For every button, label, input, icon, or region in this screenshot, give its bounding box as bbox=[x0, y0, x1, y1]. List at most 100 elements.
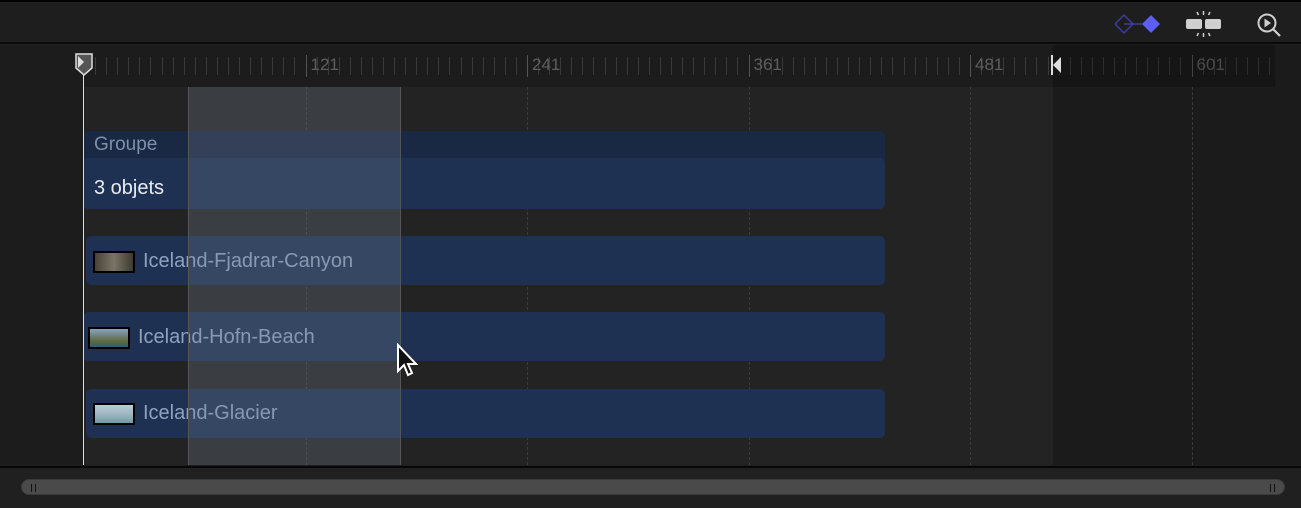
thumbnail-glacier bbox=[93, 403, 135, 425]
ruler-label: 481 bbox=[975, 55, 1004, 74]
ruler-minor-tick bbox=[471, 57, 473, 75]
ruler-minor-tick bbox=[360, 57, 362, 75]
ruler-minor-tick bbox=[139, 57, 141, 75]
layer-name: Iceland-Hofn-Beach bbox=[138, 326, 315, 348]
ruler-minor-tick bbox=[1169, 57, 1171, 75]
group-count: 3 objets bbox=[94, 177, 165, 199]
ruler-minor-tick bbox=[1180, 57, 1182, 75]
ruler-minor-tick bbox=[881, 57, 883, 75]
ruler-minor-tick bbox=[936, 57, 938, 75]
ruler-minor-tick bbox=[981, 57, 983, 75]
ruler-minor-tick bbox=[1257, 57, 1259, 75]
ruler-minor-tick bbox=[582, 57, 584, 75]
ruler-minor-tick bbox=[593, 57, 595, 75]
ruler-minor-tick bbox=[538, 57, 540, 75]
ruler-minor-tick bbox=[1147, 57, 1149, 75]
group-clip[interactable] bbox=[83, 158, 885, 209]
ruler-label: 361 bbox=[753, 55, 782, 74]
ruler-minor-tick bbox=[515, 57, 517, 75]
ruler-minor-tick bbox=[571, 57, 573, 75]
ruler-major-tick bbox=[1191, 55, 1193, 77]
ruler-minor-tick bbox=[826, 57, 828, 75]
grid-line bbox=[1191, 87, 1193, 465]
ruler-minor-tick bbox=[1102, 57, 1104, 75]
keyframe-diamond-icon[interactable] bbox=[1114, 12, 1162, 36]
scroll-left-handle[interactable] bbox=[31, 484, 36, 492]
ruler-minor-tick bbox=[205, 57, 207, 75]
ruler-minor-tick bbox=[250, 57, 252, 75]
ruler-minor-tick bbox=[914, 57, 916, 75]
ruler-minor-tick bbox=[958, 57, 960, 75]
right-edge bbox=[1275, 45, 1301, 465]
post-out-region bbox=[1053, 45, 1275, 465]
ruler-minor-tick bbox=[1014, 57, 1016, 75]
layer-clip-glacier[interactable] bbox=[86, 389, 885, 438]
ruler-minor-tick bbox=[427, 57, 429, 75]
ruler-label: 601 bbox=[1196, 55, 1225, 74]
layer-clip-hofn-beach[interactable] bbox=[83, 312, 885, 361]
ruler-minor-tick bbox=[194, 57, 196, 75]
ruler-minor-tick bbox=[1003, 57, 1005, 75]
ruler-minor-tick bbox=[560, 57, 562, 75]
out-point-marker-icon[interactable] bbox=[1049, 54, 1063, 76]
ruler-minor-tick bbox=[183, 57, 185, 75]
ruler-minor-tick bbox=[1269, 57, 1271, 75]
ruler-minor-tick bbox=[371, 57, 373, 75]
ruler-minor-tick bbox=[737, 57, 739, 75]
ruler-minor-tick bbox=[1113, 57, 1115, 75]
ruler-minor-tick bbox=[693, 57, 695, 75]
layer-clip-fjadrar-canyon[interactable] bbox=[86, 236, 885, 285]
ruler-minor-tick bbox=[1069, 57, 1071, 75]
snapping-icon[interactable] bbox=[1185, 10, 1223, 38]
ruler-minor-tick bbox=[859, 57, 861, 75]
ruler-minor-tick bbox=[659, 57, 661, 75]
ruler-minor-tick bbox=[1246, 57, 1248, 75]
timeline-ruler[interactable]: 121 241 361 481 601 bbox=[0, 45, 1301, 87]
ruler-minor-tick bbox=[1080, 57, 1082, 75]
grid-line bbox=[970, 87, 971, 465]
ruler-minor-tick bbox=[814, 57, 816, 75]
ruler-minor-tick bbox=[327, 57, 329, 75]
group-header-bar[interactable] bbox=[83, 131, 885, 161]
zoom-to-playhead-icon[interactable] bbox=[1256, 12, 1284, 40]
ruler-major-tick bbox=[305, 55, 307, 77]
ruler-minor-tick bbox=[837, 57, 839, 75]
ruler-label: 121 bbox=[310, 55, 339, 74]
toolbar bbox=[0, 0, 1301, 44]
ruler-minor-tick bbox=[615, 57, 617, 75]
ruler-minor-tick bbox=[792, 57, 794, 75]
ruler-major-tick bbox=[527, 55, 528, 77]
ruler-minor-tick bbox=[383, 57, 385, 75]
ruler-minor-tick bbox=[294, 57, 296, 75]
ruler-minor-tick bbox=[670, 57, 672, 75]
selection-range[interactable] bbox=[188, 87, 401, 465]
ruler-minor-tick bbox=[1025, 57, 1027, 75]
ruler-minor-tick bbox=[504, 57, 506, 75]
ruler-minor-tick bbox=[759, 57, 761, 75]
ruler-minor-tick bbox=[626, 57, 628, 75]
ruler-minor-tick bbox=[1136, 57, 1138, 75]
ruler-minor-tick bbox=[106, 57, 108, 75]
pre-roll-region bbox=[0, 87, 83, 465]
ruler-minor-tick bbox=[438, 57, 440, 75]
ruler-minor-tick bbox=[1158, 57, 1160, 75]
scroll-right-handle[interactable] bbox=[1270, 484, 1275, 492]
ruler-minor-tick bbox=[283, 57, 285, 75]
ruler-minor-tick bbox=[482, 57, 484, 75]
horizontal-scrollbar[interactable] bbox=[21, 479, 1285, 495]
ruler-minor-tick bbox=[704, 57, 706, 75]
playhead-handle-icon[interactable] bbox=[74, 53, 94, 77]
ruler-minor-tick bbox=[715, 57, 717, 75]
ruler-minor-tick bbox=[95, 57, 97, 75]
ruler-minor-tick bbox=[648, 57, 650, 75]
ruler-minor-tick bbox=[261, 57, 263, 75]
ruler-minor-tick bbox=[992, 57, 994, 75]
ruler-minor-tick bbox=[1091, 57, 1093, 75]
playhead-line[interactable] bbox=[83, 55, 84, 465]
ruler-minor-tick bbox=[316, 57, 318, 75]
ruler-minor-tick bbox=[549, 57, 551, 75]
ruler-minor-tick bbox=[848, 57, 850, 75]
ruler-minor-tick bbox=[1202, 57, 1204, 75]
ruler-minor-tick bbox=[682, 57, 684, 75]
ruler-minor-tick bbox=[493, 57, 495, 75]
